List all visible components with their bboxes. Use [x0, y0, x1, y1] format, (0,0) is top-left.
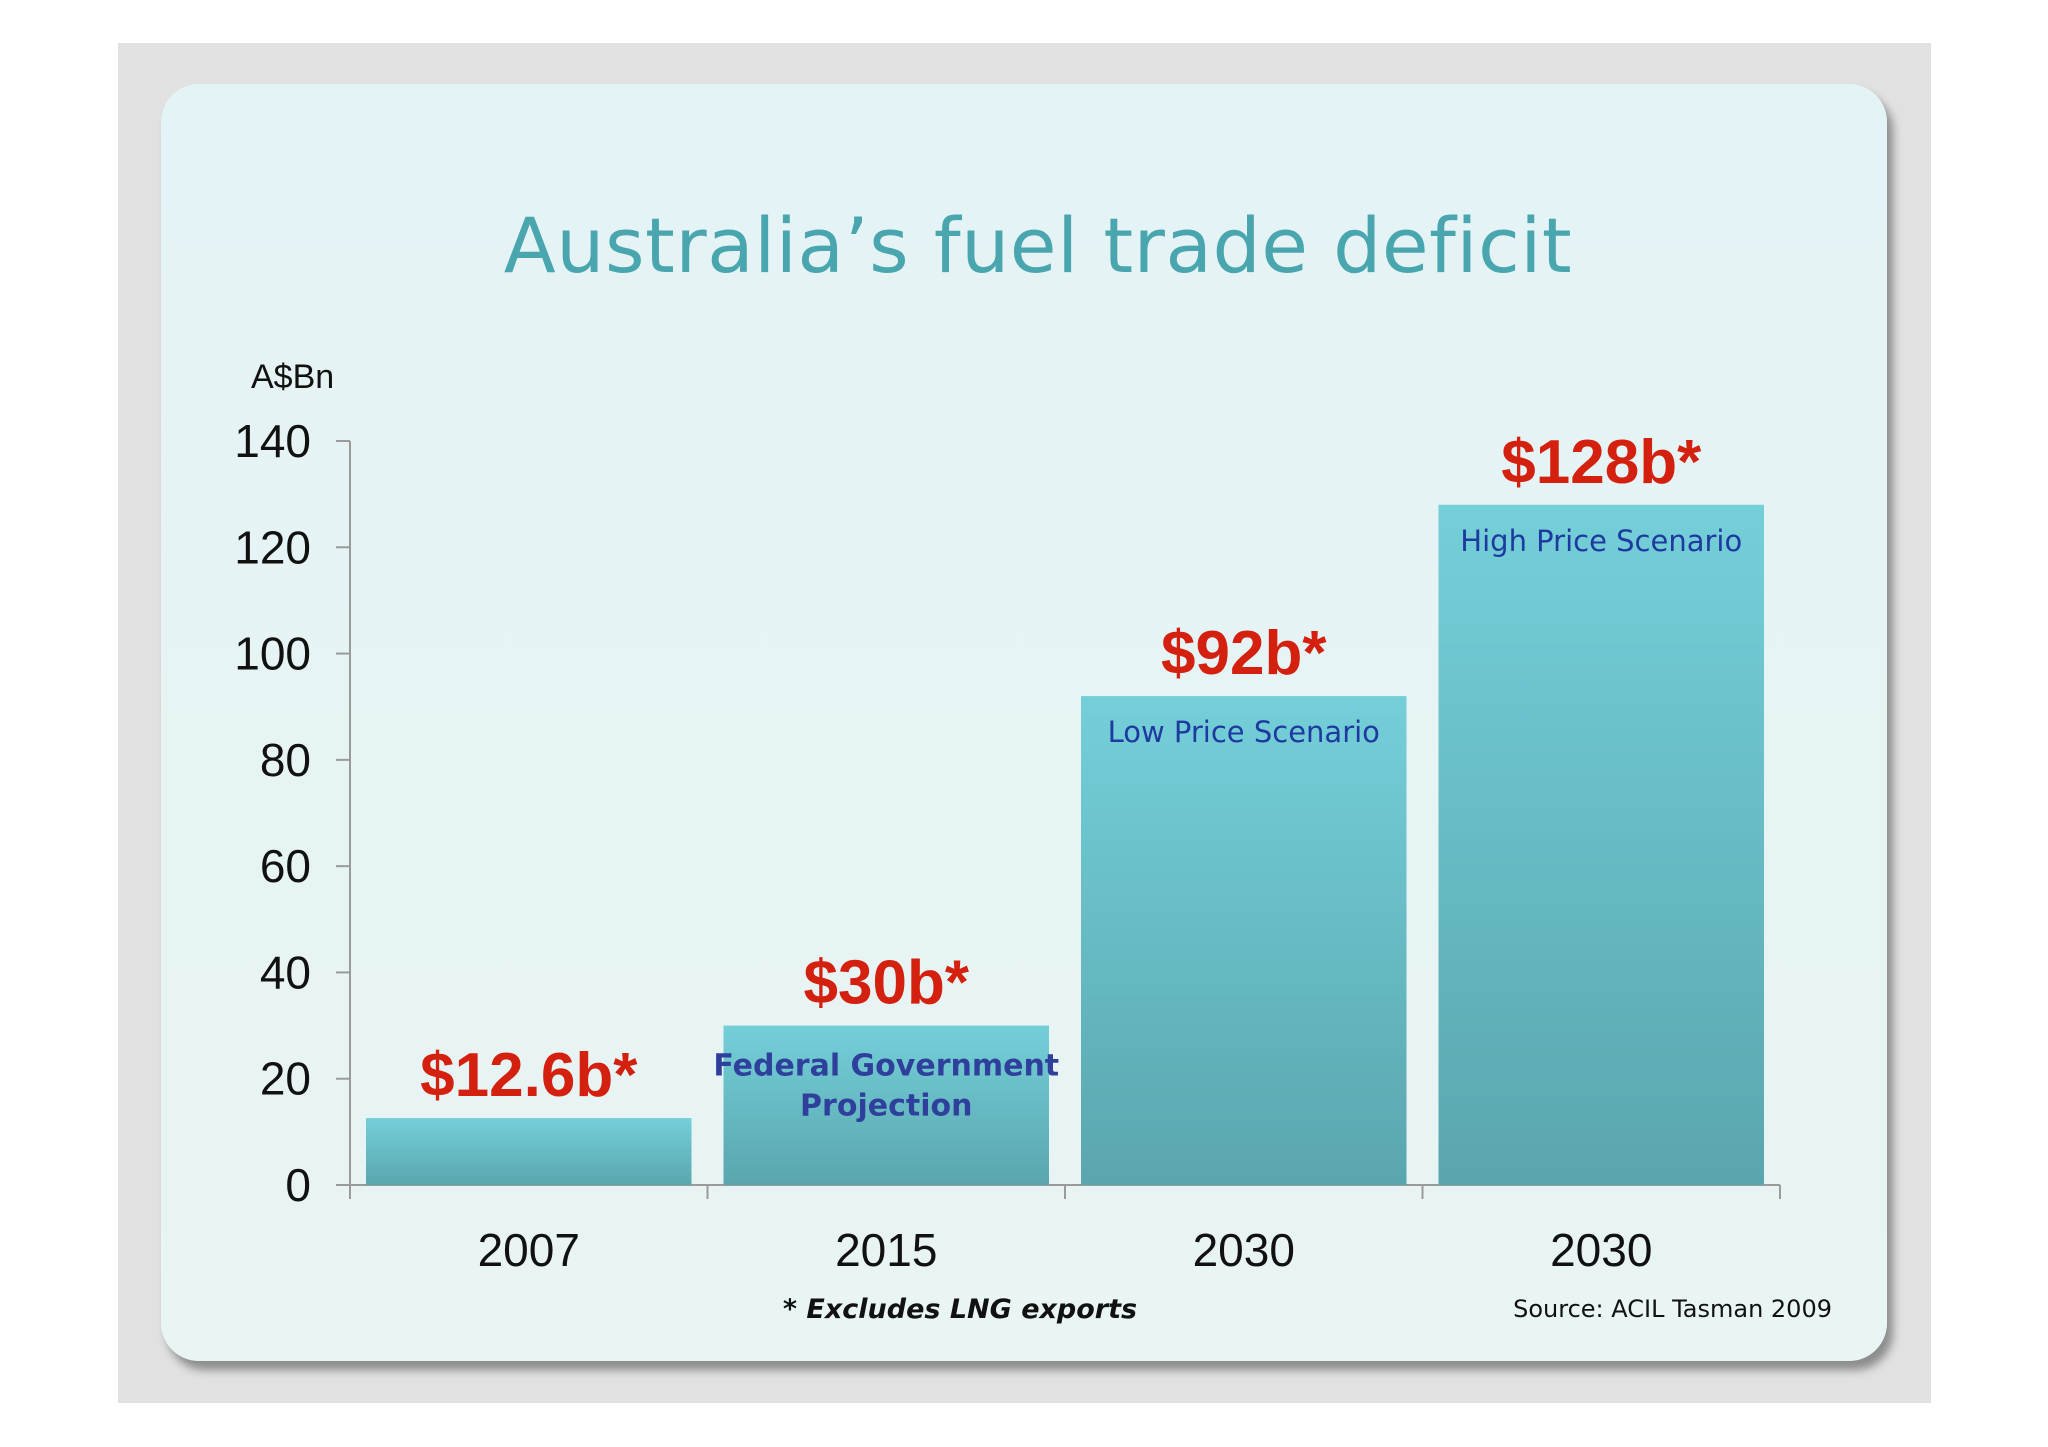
y-tick-label: 120 — [234, 521, 311, 573]
data-label: $92b* — [1161, 619, 1327, 688]
y-tick-label: 0 — [285, 1159, 311, 1211]
bar-annotation: Projection — [800, 1089, 972, 1124]
y-tick-label: 40 — [260, 946, 311, 998]
footnote: * Excludes LNG exports — [783, 1294, 1137, 1325]
source-note: Source: ACIL Tasman 2009 — [1513, 1295, 1832, 1323]
y-tick-label: 20 — [260, 1053, 311, 1105]
bar — [1438, 504, 1764, 1185]
x-category-label: 2030 — [1193, 1224, 1295, 1276]
y-tick-label: 60 — [260, 840, 311, 892]
x-category-label: 2015 — [835, 1224, 937, 1276]
y-tick-label: 100 — [234, 628, 311, 680]
bar-annotation: Low Price Scenario — [1108, 715, 1380, 749]
chart-bars — [366, 504, 1764, 1185]
data-label: $128b* — [1501, 428, 1702, 497]
bar — [723, 1025, 1049, 1185]
data-label: $30b* — [804, 949, 970, 1018]
data-label: $12.6b* — [420, 1041, 638, 1110]
bar-annotation: High Price Scenario — [1460, 524, 1742, 558]
y-tick-label: 140 — [234, 415, 311, 467]
x-category-label: 2030 — [1550, 1224, 1652, 1276]
bar-annotation: Federal Government — [713, 1049, 1059, 1084]
chart-title: Australia’s fuel trade deficit — [504, 201, 1572, 290]
y-tick-label: 80 — [260, 734, 311, 786]
y-axis-unit-label: A$Bn — [251, 358, 334, 396]
x-category-label: 2007 — [478, 1224, 580, 1276]
chart-axes: 0 20 40 60 80 100 120 140 — [234, 415, 1781, 1211]
bar — [1081, 696, 1407, 1185]
chart-labels: 2007 $12.6b* 2015 $30b* Federal Government Pr… — [420, 428, 1742, 1276]
bar — [366, 1118, 692, 1185]
